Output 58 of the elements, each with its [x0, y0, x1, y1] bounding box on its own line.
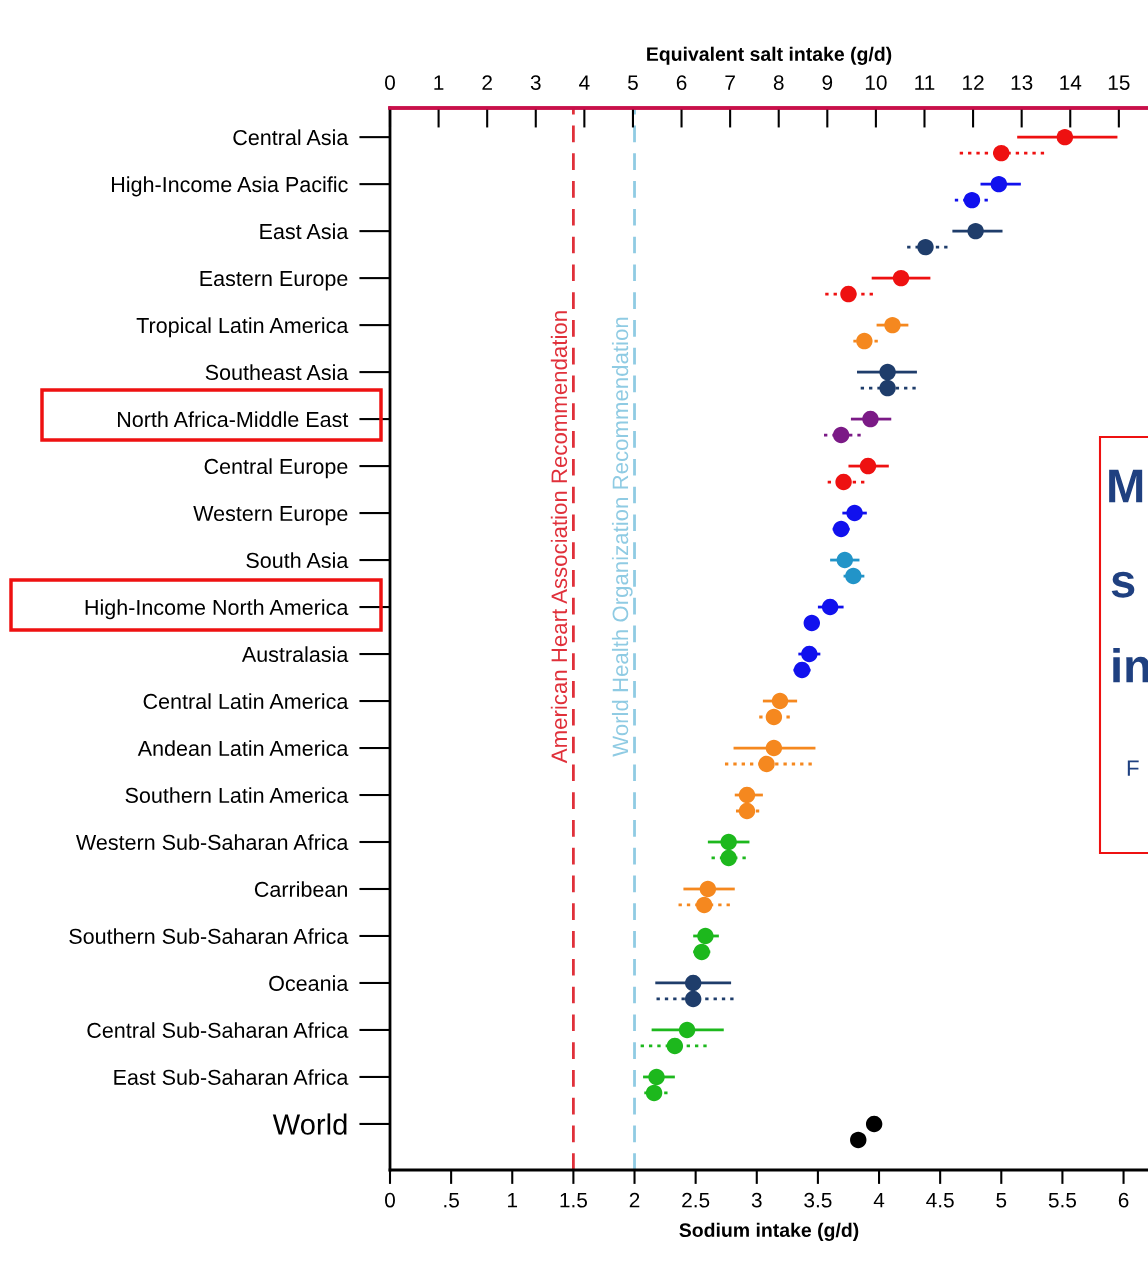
x2-tick-label: 4 [579, 75, 590, 90]
x-tick-label: 2.5 [682, 1192, 710, 1208]
y-tick-label: Tropical Latin America [136, 317, 349, 338]
x-tick-label: 1 [508, 1192, 518, 1208]
x-tick-label: 5 [996, 1192, 1007, 1208]
x-tick-label: 6 [1118, 1192, 1129, 1208]
y-tick-label: Western Sub-Saharan Africa [76, 834, 349, 851]
x2-tick-label: 7 [725, 75, 735, 90]
y-tick-label: High-Income Asia Pacific [112, 176, 348, 197]
x-tick-label: 4 [873, 1192, 885, 1208]
x2-tick-label: 8 [773, 75, 784, 90]
x-axis-title: Sodium intake (g/d) [679, 1222, 859, 1241]
x-tick-label: 3 [751, 1192, 762, 1208]
x2-tick-label: 9 [822, 75, 833, 90]
y-tick-label: High-Income North America [85, 599, 349, 620]
annotation: s [1111, 571, 1135, 598]
y-tick-label: Australasia [241, 646, 349, 663]
y-tick-label: Central Sub-Saharan Africa [87, 1022, 349, 1038]
x-tick-label: 3.5 [804, 1192, 832, 1208]
x-tick-label: 4.5 [926, 1192, 954, 1208]
x2-tick-label: 0 [385, 75, 395, 90]
y-tick-label: World [272, 1113, 347, 1135]
y-tick-label: Eastern Europe [200, 271, 348, 291]
x-tick-label: 5.5 [1048, 1192, 1077, 1208]
y-tick-label: Southeast Asia [205, 364, 349, 381]
x-tick-label: .5 [444, 1192, 459, 1208]
y-tick-label: Andean Latin America [137, 740, 349, 757]
annotation: M [1109, 469, 1143, 503]
x2-tick-label: 11 [915, 75, 935, 90]
ref-line-label: World Health Organization Recommendation [611, 317, 633, 757]
x-tick-label: 2 [629, 1192, 640, 1208]
ref-line-label: American Heart Association Recommendation [550, 311, 568, 764]
y-tick-label: Central Europe [204, 458, 348, 479]
x2-tick-label: 10 [865, 75, 887, 90]
annotation: F [1127, 760, 1139, 776]
x-tick-label: 0 [385, 1192, 395, 1208]
y-tick-label: North Africa-Middle East [118, 411, 349, 428]
x2-tick-label: 6 [676, 75, 687, 90]
y-tick-label: East Asia [260, 223, 349, 240]
x2-tick-label: 2 [482, 75, 492, 90]
x2-tick-label: 12 [963, 75, 984, 90]
x2-tick-label: 14 [1060, 75, 1082, 90]
y-tick-label: Central Latin America [143, 693, 349, 710]
x2-tick-label: 1 [434, 75, 444, 90]
y-tick-label: Central Asia [233, 129, 349, 146]
x2-axis-title: Equivalent salt intake (g/d) [647, 46, 892, 65]
y-tick-label: Southern Latin America [125, 787, 349, 804]
x2-tick-label: 13 [1011, 75, 1033, 90]
x2-tick-label: 15 [1108, 75, 1130, 90]
y-tick-label: Southern Sub-Saharan Africa [69, 928, 349, 944]
y-tick-label: Oceania [269, 975, 349, 991]
y-tick-label: Western Europe [193, 506, 348, 526]
y-tick-label: East Sub-Saharan Africa [114, 1069, 349, 1085]
x2-tick-label: 5 [627, 75, 638, 90]
y-tick-label: Carribean [254, 881, 347, 898]
x2-tick-label: 3 [530, 75, 541, 90]
x-tick-label: 1.5 [560, 1192, 587, 1208]
y-tick-label: South Asia [246, 552, 349, 569]
